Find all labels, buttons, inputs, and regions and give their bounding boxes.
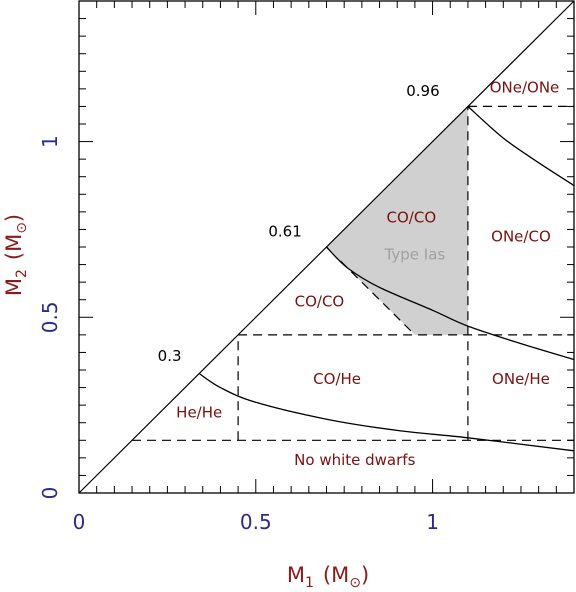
threshold-label: 0.96 xyxy=(406,82,439,100)
region-label: No white dwarfs xyxy=(294,451,415,469)
sun-symbol-icon: ⊙ xyxy=(349,575,361,591)
threshold-label: 0.3 xyxy=(158,347,182,365)
x-tick-label: 0 xyxy=(73,510,86,534)
region-label: CO/CO xyxy=(295,293,345,311)
region-label: ONe/CO xyxy=(491,228,551,246)
boundary-curve-2 xyxy=(326,246,575,361)
x-tick-label: 0.5 xyxy=(240,510,272,534)
boundary-curve-3 xyxy=(467,105,575,187)
region-label: CO/CO xyxy=(387,208,437,226)
y-axis-title: M2(M⊙) xyxy=(2,214,30,296)
region-label: ONe/ONe xyxy=(490,78,560,96)
y-tick-label: 0.5 xyxy=(38,301,62,333)
region-label: CO/He xyxy=(313,370,361,388)
x-axis-title: M1 (M⊙) xyxy=(287,563,369,591)
y-tick-label: 1 xyxy=(38,135,62,148)
dashed-boundary-6 xyxy=(340,260,416,336)
threshold-label: 0.61 xyxy=(268,222,301,240)
sun-symbol-icon: ⊙ xyxy=(14,222,30,234)
y-tick-label: 0 xyxy=(38,487,62,500)
region-label: Type Ias xyxy=(384,245,446,263)
boundary-curve-1 xyxy=(198,372,575,452)
region-label: He/He xyxy=(176,403,222,421)
region-label: ONe/He xyxy=(492,370,550,388)
x-tick-label: 1 xyxy=(426,510,439,534)
